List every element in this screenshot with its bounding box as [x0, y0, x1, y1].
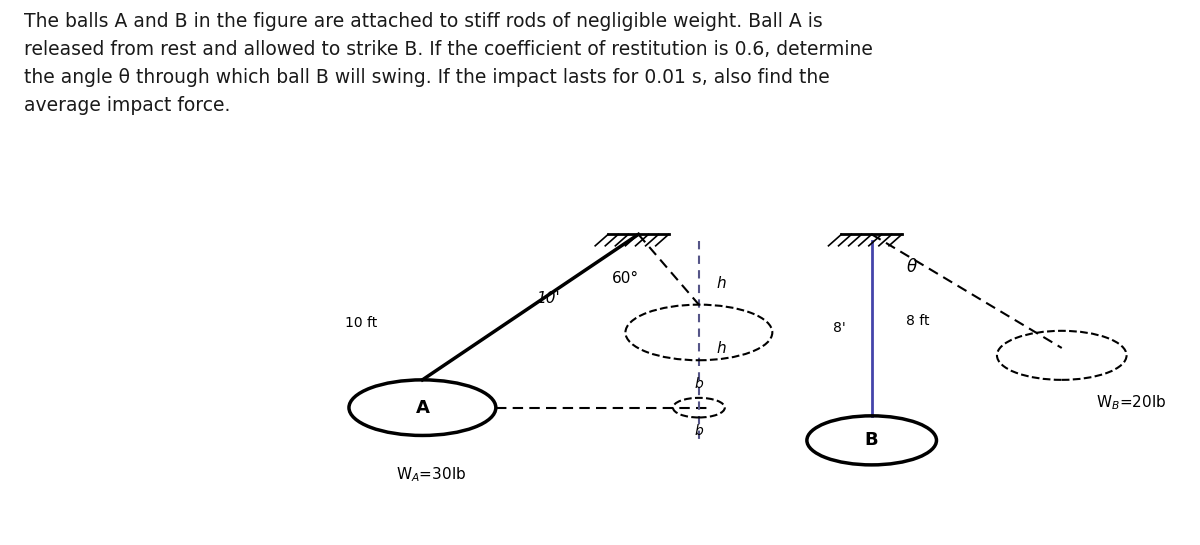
Text: h: h [716, 341, 726, 356]
Text: h: h [716, 276, 726, 291]
Text: 8': 8' [833, 320, 846, 335]
Text: W$_B$=20lb: W$_B$=20lb [1097, 393, 1166, 411]
Text: 10 ft: 10 ft [344, 316, 377, 330]
Text: A: A [415, 398, 430, 417]
Text: B: B [865, 431, 878, 450]
Text: θ: θ [906, 258, 917, 276]
Text: b: b [695, 424, 703, 438]
Text: 60°: 60° [612, 271, 640, 286]
Text: The balls A and B in the figure are attached to stiff rods of negligible weight.: The balls A and B in the figure are atta… [24, 13, 872, 115]
Text: 10': 10' [536, 290, 559, 306]
Text: W$_A$=30lb: W$_A$=30lb [396, 465, 466, 483]
Text: 8 ft: 8 ft [906, 314, 930, 328]
Text: b: b [695, 377, 703, 391]
